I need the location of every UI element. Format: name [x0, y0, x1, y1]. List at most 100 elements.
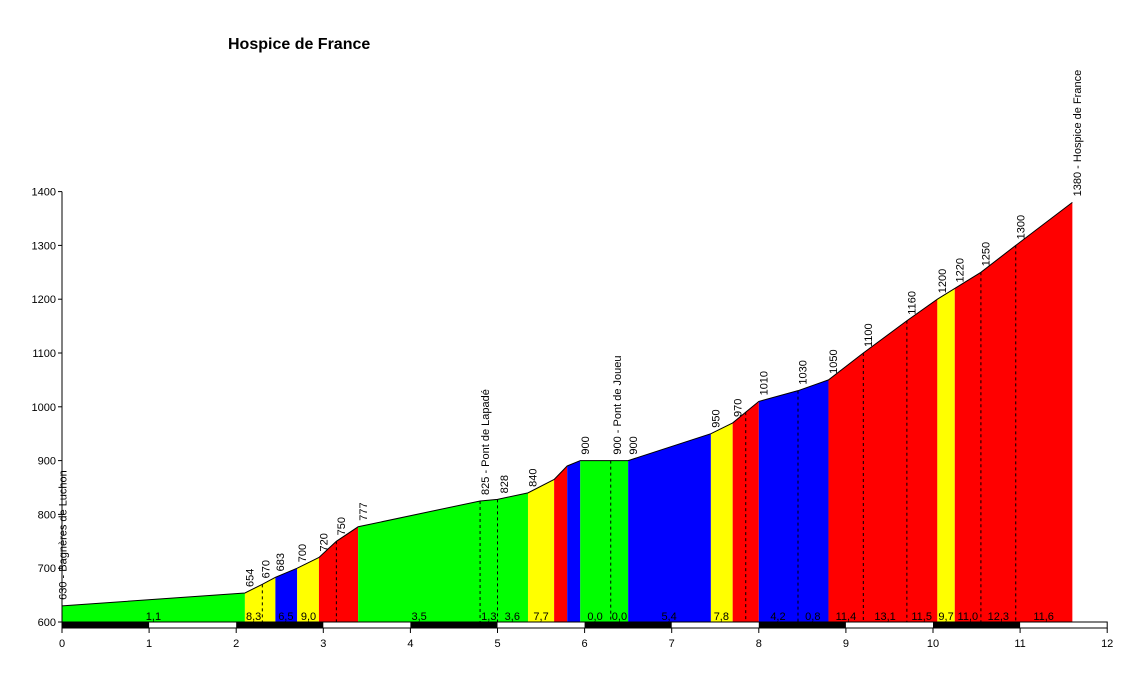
x-tick-label-6: 6 — [582, 638, 588, 650]
grade-label-6: 3,6 — [505, 611, 520, 623]
y-tick-label-7: 1300 — [32, 240, 56, 252]
grade-label-10: 5,4 — [661, 611, 676, 623]
segment-11 — [710, 422, 733, 622]
altitude-label-5: 720 — [319, 533, 331, 551]
segment-0 — [62, 592, 245, 622]
km-dashed-lines — [261, 245, 1017, 622]
x-tick-label-1: 1 — [146, 638, 152, 650]
grade-label-20: 11,6 — [1033, 611, 1054, 623]
segment-14 — [828, 299, 938, 622]
altitude-label-2: 670 — [260, 560, 272, 578]
altitude-label-11: 900 — [580, 436, 592, 454]
grade-label-3: 9,0 — [301, 611, 316, 623]
x-tick-label-11: 11 — [1014, 638, 1025, 650]
altitude-label-1: 654 — [245, 569, 257, 587]
km-bar-black-2 — [410, 622, 498, 628]
altitude-label-8: 825 - Pont de Lapadé — [480, 389, 492, 495]
y-tick-label-1: 700 — [38, 563, 56, 575]
altitude-label-7: 777 — [358, 502, 370, 520]
segment-12 — [732, 401, 759, 622]
grade-label-15: 13,1 — [874, 611, 895, 623]
altitude-label-19: 1100 — [863, 323, 875, 347]
segment-fills — [62, 202, 1073, 623]
segment-5 — [358, 492, 528, 622]
altitude-label-18: 1050 — [828, 349, 840, 373]
y-tick-label-5: 1100 — [32, 348, 56, 360]
grade-label-16: 11,5 — [911, 611, 932, 623]
segment-10 — [628, 433, 711, 622]
x-tick-label-0: 0 — [59, 638, 65, 650]
altitude-label-12: 900 - Pont de Joueu — [612, 356, 624, 455]
grade-label-9: 0,0 — [612, 611, 627, 623]
segment-16 — [954, 202, 1073, 623]
segment-6 — [527, 479, 555, 622]
grade-label-14: 11,4 — [836, 611, 857, 623]
altitude-label-9: 828 — [499, 475, 511, 493]
altitude-label-3: 683 — [275, 553, 287, 571]
grade-label-8: 0,0 — [587, 611, 602, 623]
altitude-label-24: 1300 — [1015, 215, 1027, 239]
segment-2 — [275, 568, 298, 622]
km-bar-black-5 — [933, 622, 1021, 628]
grade-label-4: 3,5 — [411, 611, 426, 623]
y-tick-label-4: 1000 — [32, 402, 56, 414]
km-bar-black-0 — [62, 622, 150, 628]
y-tick-label-2: 800 — [38, 509, 56, 521]
grade-label-0: 1,1 — [146, 611, 161, 623]
altitude-label-25: 1380 - Hospice de France — [1072, 70, 1084, 197]
grade-label-1: 8,3 — [246, 611, 261, 623]
segment-9 — [580, 460, 629, 622]
x-tick-label-5: 5 — [494, 638, 500, 650]
x-tick-label-4: 4 — [407, 638, 413, 650]
y-tick-label-8: 1400 — [32, 187, 56, 199]
y-tick-label-3: 900 — [38, 456, 56, 468]
altitude-label-23: 1250 — [981, 242, 993, 266]
segment-13 — [758, 379, 829, 622]
y-tick-label-0: 600 — [38, 617, 56, 629]
segment-3 — [297, 557, 319, 622]
altitude-label-4: 700 — [297, 544, 309, 562]
profile-outline — [61, 201, 1073, 607]
altitude-label-14: 950 — [711, 409, 723, 427]
x-tick-label-12: 12 — [1101, 638, 1113, 650]
grade-label-13: 0,8 — [805, 611, 820, 623]
x-tick-label-2: 2 — [233, 638, 239, 650]
altitude-labels: 630 - Bagnères de Luchon 654 670 683 700 720 7… — [57, 70, 1084, 600]
segment-15 — [937, 288, 955, 622]
segment-8 — [567, 460, 581, 622]
grade-label-18: 11,0 — [958, 611, 979, 623]
y-tick-label-6: 1200 — [32, 294, 56, 306]
altitude-label-15: 970 — [732, 399, 744, 417]
altitude-label-20: 1160 — [907, 291, 919, 315]
altitude-label-16: 1010 — [759, 371, 771, 395]
grade-labels: 1,1 8,3 6,5 9,0 3,5 1,3 3,6 7,7 0,0 0,0 5,4 7,8 4,2 0… — [146, 611, 1054, 623]
km-bar-black-3 — [584, 622, 672, 628]
x-tick-label-7: 7 — [669, 638, 675, 650]
grade-label-17: 9,7 — [938, 611, 953, 623]
grade-label-11: 7,8 — [714, 611, 729, 623]
x-tick-label-3: 3 — [320, 638, 326, 650]
altitude-label-13: 900 — [628, 436, 640, 454]
altitude-label-10: 840 — [528, 469, 540, 487]
km-bar-black-4 — [758, 622, 846, 628]
grade-label-2: 6,5 — [278, 611, 293, 623]
altitude-label-22: 1220 — [954, 258, 966, 282]
grade-label-19: 12,3 — [988, 611, 1009, 623]
x-tick-label-10: 10 — [927, 638, 939, 650]
altitude-label-0: 630 - Bagnères de Luchon — [57, 470, 69, 600]
grade-label-5: 1,3 — [481, 611, 496, 623]
altitude-label-6: 750 — [336, 517, 348, 535]
segment-4 — [318, 526, 359, 622]
altitude-label-21: 1200 — [937, 269, 949, 293]
chart-title: Hospice de France — [228, 36, 370, 53]
grade-label-12: 4,2 — [770, 611, 785, 623]
x-tick-label-9: 9 — [843, 638, 849, 650]
x-tick-label-8: 8 — [756, 638, 762, 650]
km-bar-black-1 — [236, 622, 324, 628]
altitude-label-17: 1030 — [798, 360, 810, 384]
segment-7 — [554, 465, 568, 622]
grade-label-7: 7,7 — [533, 611, 548, 623]
segment-1 — [244, 577, 276, 622]
